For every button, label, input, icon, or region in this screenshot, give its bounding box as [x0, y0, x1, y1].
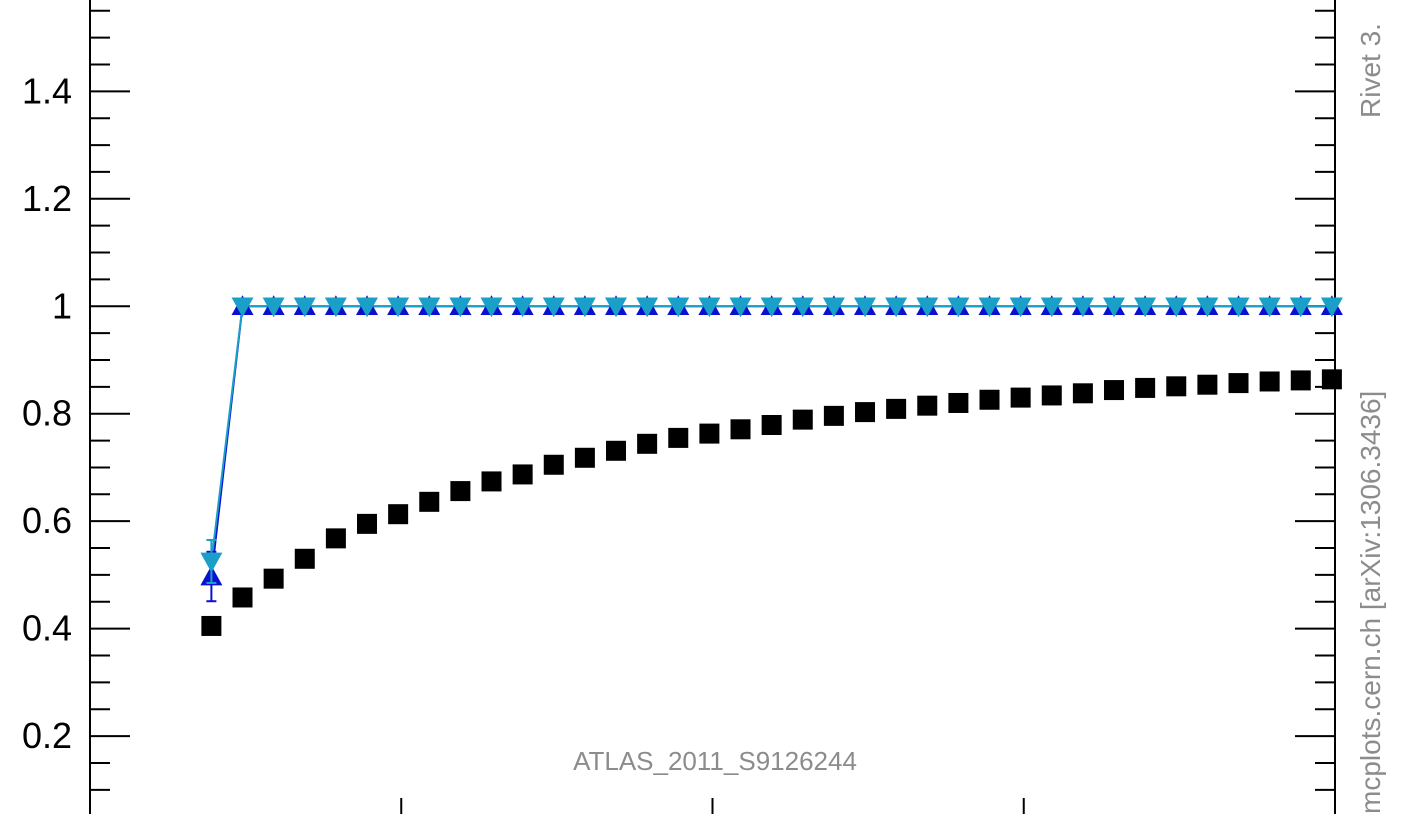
- data-point-triangle-down: [293, 297, 316, 318]
- data-point-square: [1259, 371, 1280, 392]
- data-point-square: [450, 481, 471, 502]
- data-point-triangle-down: [1258, 297, 1281, 318]
- data-point-triangle-down: [1227, 297, 1250, 318]
- data-point-triangle-down: [231, 297, 254, 318]
- data-point-triangle-down: [1040, 297, 1063, 318]
- data-point-triangle-down: [1165, 297, 1188, 318]
- y-tick-label: 1.2: [22, 178, 72, 219]
- data-point-triangle-down: [449, 297, 472, 318]
- side-label-bottom: mcplots.cern.ch [arXiv:1306.3436]: [1355, 391, 1386, 814]
- data-point-triangle-down: [822, 297, 845, 318]
- data-point-square: [917, 395, 938, 416]
- y-tick-label: 0.6: [22, 500, 72, 541]
- data-point-triangle-down: [324, 297, 347, 318]
- data-point-square: [979, 389, 1000, 410]
- data-point-square: [388, 504, 409, 525]
- data-point-square: [668, 427, 689, 448]
- data-point-triangle-down: [262, 297, 285, 318]
- data-point-triangle-down: [698, 297, 721, 318]
- data-point-square: [1290, 370, 1311, 391]
- data-point-square: [948, 392, 969, 413]
- data-point-square: [1104, 380, 1125, 401]
- data-point-triangle-down: [854, 297, 877, 318]
- data-point-square: [357, 513, 378, 534]
- data-point-triangle-down: [1071, 297, 1094, 318]
- data-point-triangle-down: [729, 297, 752, 318]
- data-point-triangle-down: [1103, 297, 1126, 318]
- data-point-square: [263, 568, 284, 589]
- data-point-triangle-down: [916, 297, 939, 318]
- data-point-triangle-down: [542, 297, 565, 318]
- data-point-triangle-down: [418, 297, 441, 318]
- data-point-square: [232, 587, 253, 608]
- data-point-square: [294, 548, 315, 569]
- data-point-square: [1010, 387, 1031, 408]
- data-point-triangle-down: [1009, 297, 1032, 318]
- y-tick-label: 0.2: [22, 715, 72, 756]
- analysis-label: ATLAS_2011_S9126244: [573, 746, 857, 776]
- data-point-square: [699, 423, 720, 444]
- data-point-triangle-down: [356, 297, 379, 318]
- data-point-square: [637, 433, 658, 454]
- data-point-triangle-down: [605, 297, 628, 318]
- axis-ticks: 0.2 0.4 0.6 0.8 1 1.2 1.4: [22, 9, 1336, 814]
- data-point-square: [419, 491, 440, 512]
- side-label-top: Rivet 3.: [1355, 23, 1386, 118]
- data-point-square: [855, 402, 876, 423]
- data-point-triangle-down: [1289, 297, 1312, 318]
- data-point-square: [823, 405, 844, 426]
- data-point-triangle-down: [885, 297, 908, 318]
- data-point-square: [574, 447, 595, 468]
- data-point-square: [201, 615, 222, 636]
- data-series: [200, 295, 1343, 636]
- data-point-triangle-down: [511, 297, 534, 318]
- data-point-triangle-down: [573, 297, 596, 318]
- plot-frame: [89, 0, 1336, 814]
- data-point-triangle-down: [947, 297, 970, 318]
- y-tick-label: 1.4: [22, 70, 72, 111]
- data-point-square: [481, 471, 502, 492]
- y-tick-label: 0.8: [22, 393, 72, 434]
- data-point-square: [1321, 369, 1342, 390]
- data-point-triangle-down: [760, 297, 783, 318]
- data-point-square: [1197, 374, 1218, 395]
- data-point-square: [543, 454, 564, 475]
- data-point-square: [512, 464, 533, 485]
- data-point-square: [730, 419, 751, 440]
- data-point-square: [761, 414, 782, 435]
- data-point-square: [606, 440, 627, 461]
- data-point-square: [1072, 383, 1093, 404]
- data-point-triangle-down: [978, 297, 1001, 318]
- data-point-square: [1166, 376, 1187, 397]
- data-point-triangle-down: [1320, 297, 1343, 318]
- data-point-triangle-down: [636, 297, 659, 318]
- y-tick-label: 0.4: [22, 608, 72, 649]
- data-point-triangle-down: [387, 297, 410, 318]
- data-point-square: [1135, 377, 1156, 398]
- data-point-square: [325, 528, 346, 549]
- data-point-square: [886, 398, 907, 419]
- data-point-triangle-down: [1196, 297, 1219, 318]
- data-point-triangle-down: [200, 552, 223, 573]
- data-point-square: [1228, 373, 1249, 394]
- data-point-triangle-down: [480, 297, 503, 318]
- data-point-square: [1041, 385, 1062, 406]
- data-point-triangle-down: [667, 297, 690, 318]
- y-tick-label: 1: [52, 285, 72, 326]
- data-point-square: [792, 409, 813, 430]
- series-1-line: [210, 305, 1332, 577]
- data-point-triangle-down: [791, 297, 814, 318]
- data-point-triangle-down: [1134, 297, 1157, 318]
